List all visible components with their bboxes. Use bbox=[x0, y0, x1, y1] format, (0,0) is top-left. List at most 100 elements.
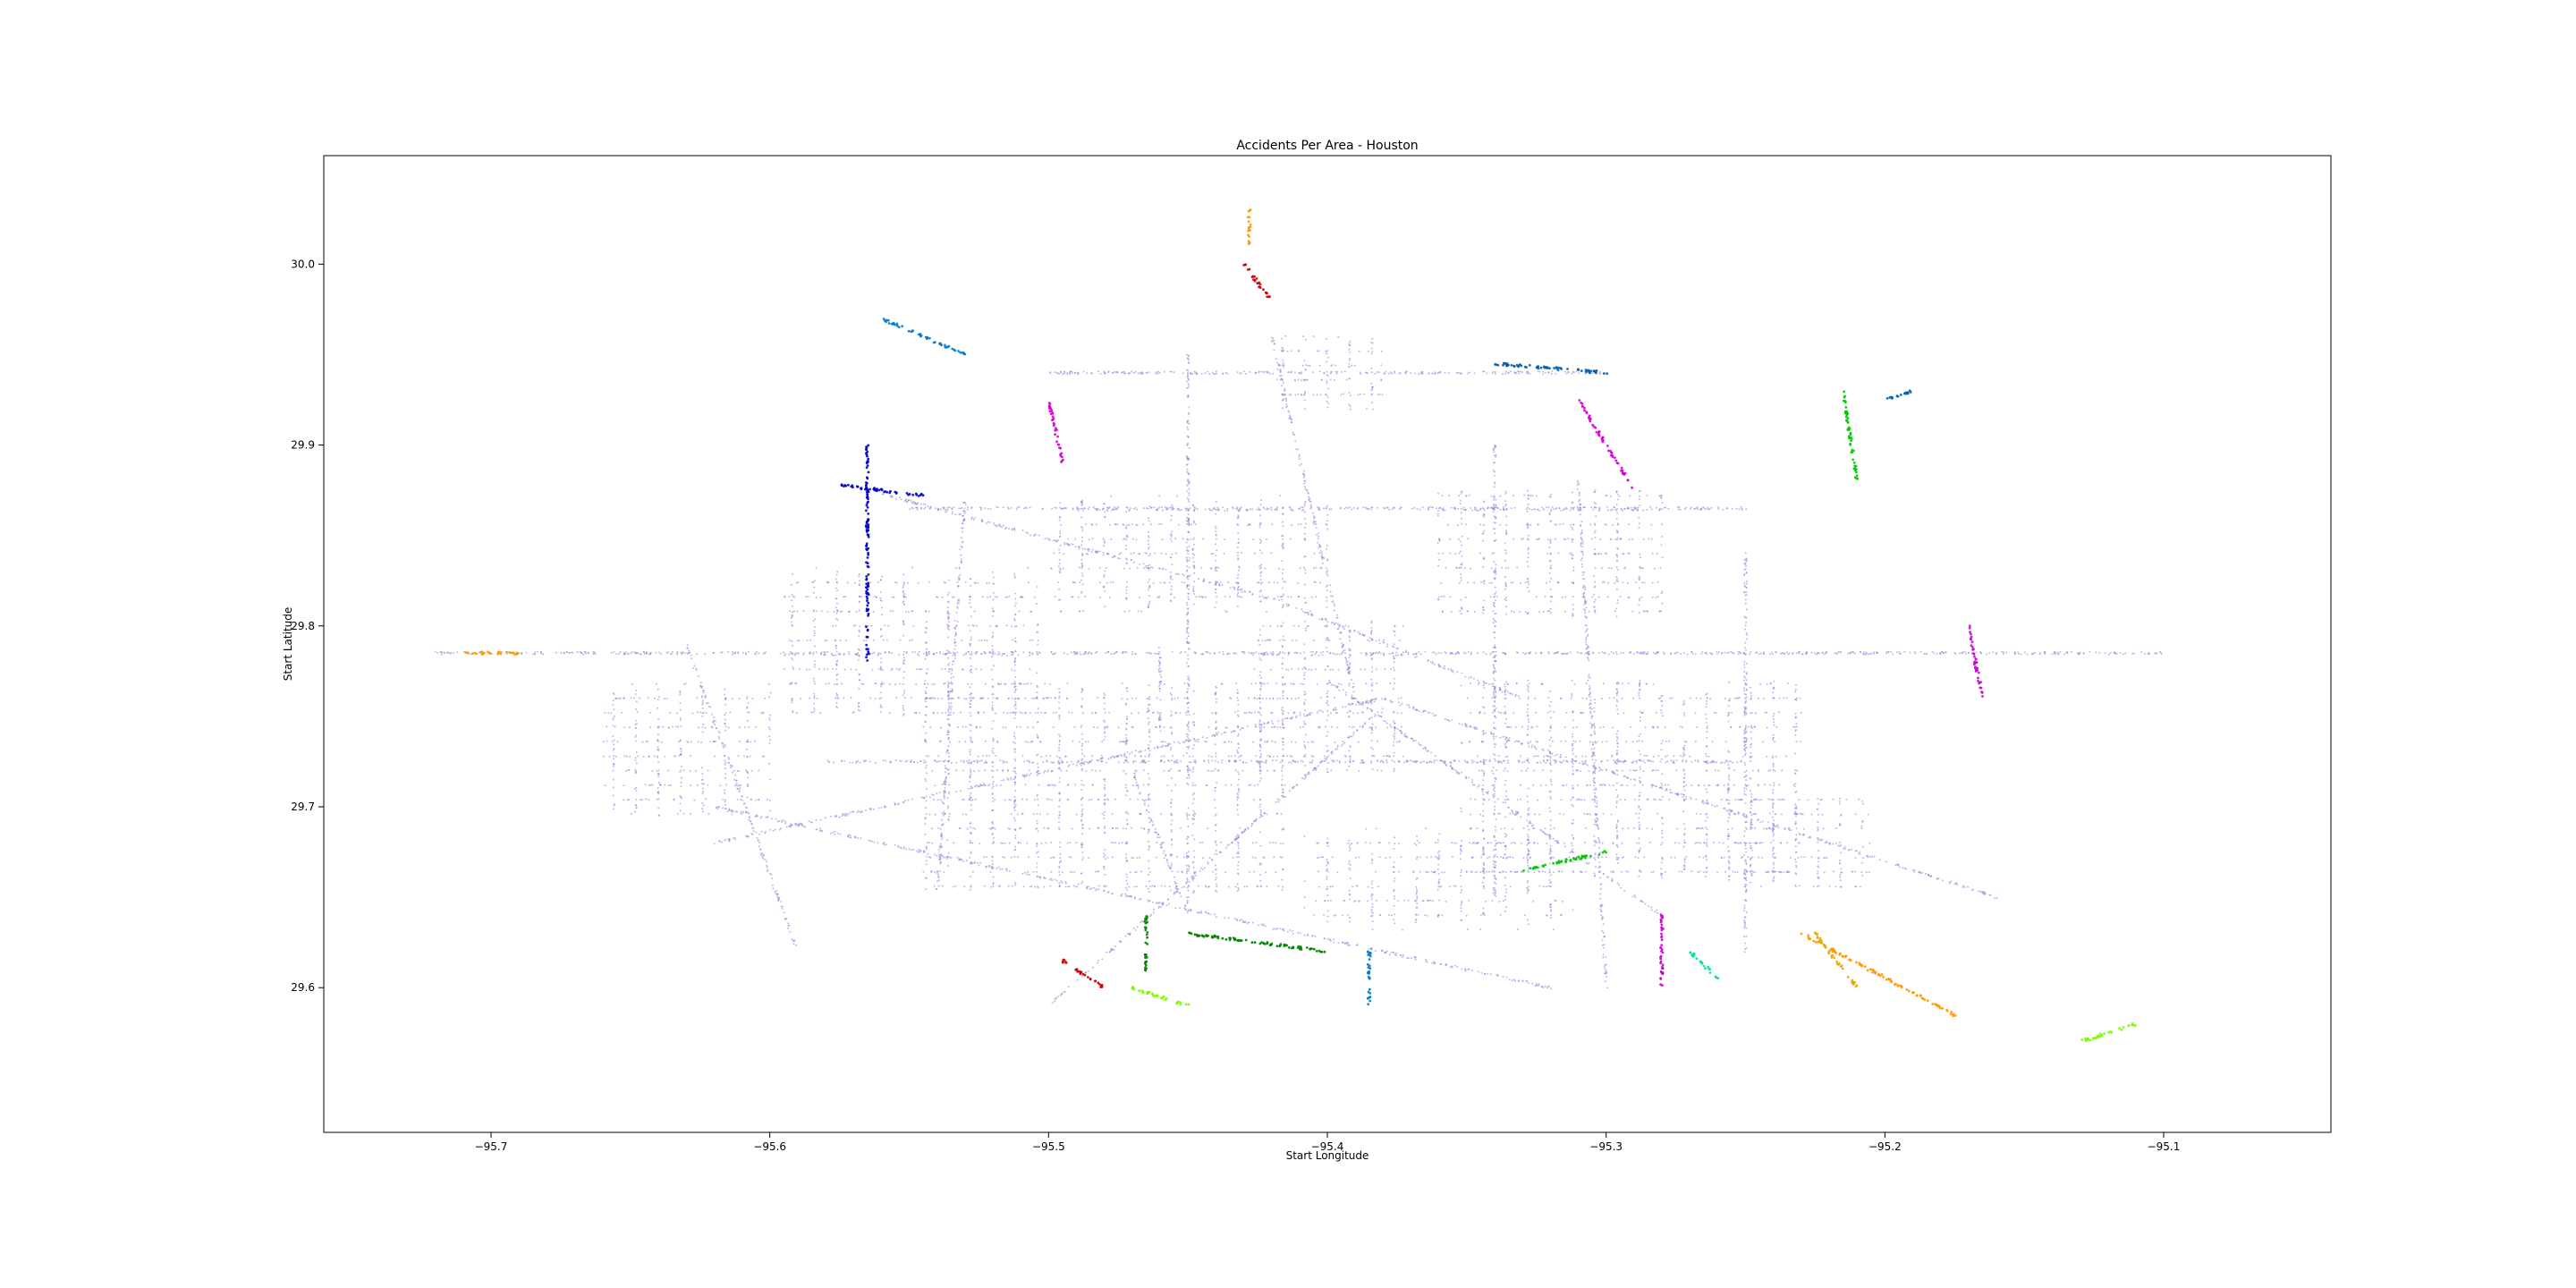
scatter-point bbox=[1703, 760, 1705, 763]
scatter-point bbox=[1362, 724, 1365, 726]
scatter-point bbox=[1165, 745, 1167, 748]
scatter-point bbox=[1370, 759, 1373, 762]
scatter-point bbox=[453, 652, 455, 654]
scatter-point bbox=[1187, 733, 1190, 736]
scatter-point bbox=[1317, 538, 1319, 540]
scatter-point bbox=[1159, 730, 1162, 733]
scatter-point bbox=[1602, 956, 1605, 959]
scatter-point bbox=[1298, 455, 1301, 458]
scatter-point bbox=[1364, 506, 1367, 509]
scatter-point bbox=[1690, 650, 1693, 653]
scatter-point bbox=[1360, 761, 1362, 764]
scatter-point bbox=[1256, 508, 1258, 511]
scatter-point bbox=[1176, 572, 1179, 575]
scatter-point bbox=[1743, 714, 1746, 716]
scatter-point bbox=[1186, 496, 1189, 499]
scatter-point bbox=[1402, 953, 1404, 956]
scatter-point bbox=[1381, 708, 1384, 710]
scatter-point bbox=[959, 548, 962, 551]
scatter-point bbox=[1494, 667, 1496, 670]
scatter-point bbox=[2089, 650, 2091, 653]
scatter-point bbox=[1743, 680, 1746, 682]
scatter-point bbox=[1188, 481, 1191, 484]
scatter-point bbox=[1179, 892, 1182, 894]
scatter-point bbox=[1486, 372, 1488, 375]
scatter-point bbox=[899, 496, 901, 499]
scatter-point bbox=[1330, 508, 1333, 511]
scatter-point bbox=[1495, 599, 1496, 602]
scatter-point bbox=[1352, 506, 1355, 509]
scatter-point bbox=[1215, 370, 1217, 373]
scatter-point bbox=[1356, 944, 1359, 946]
scatter-point bbox=[1188, 500, 1191, 503]
scatter-point bbox=[1648, 905, 1650, 907]
scatter-point bbox=[1596, 802, 1598, 805]
scatter-point bbox=[1497, 759, 1500, 762]
scatter-point bbox=[1432, 372, 1435, 375]
scatter-point bbox=[1585, 763, 1588, 765]
scatter-point bbox=[1494, 790, 1496, 792]
scatter-point bbox=[1031, 761, 1034, 764]
scatter-point bbox=[1581, 565, 1584, 568]
scatter-point bbox=[1359, 371, 1361, 374]
scatter-point bbox=[1495, 691, 1497, 693]
scatter-point bbox=[905, 650, 908, 653]
scatter-point bbox=[1495, 839, 1496, 842]
scatter-point bbox=[1589, 699, 1592, 701]
scatter-point bbox=[1096, 551, 1098, 554]
scatter-point bbox=[1597, 824, 1599, 826]
scatter-point bbox=[829, 832, 832, 835]
scatter-point bbox=[911, 507, 914, 510]
scatter-point bbox=[1593, 784, 1595, 787]
scatter-point bbox=[1469, 725, 1470, 728]
scatter-point bbox=[1673, 761, 1675, 764]
scatter-point bbox=[1143, 801, 1146, 804]
scatter-point bbox=[1482, 788, 1485, 791]
scatter-point bbox=[534, 651, 537, 654]
scatter-point bbox=[1588, 694, 1590, 697]
scatter-point bbox=[1094, 507, 1096, 510]
scatter-point bbox=[1162, 902, 1165, 904]
scatter-point bbox=[1290, 682, 1292, 685]
scatter-point bbox=[1262, 698, 1265, 700]
scatter-point bbox=[950, 673, 953, 675]
scatter-point bbox=[1264, 723, 1267, 725]
scatter-point bbox=[1638, 779, 1640, 782]
scatter-point bbox=[1286, 930, 1289, 933]
scatter-point bbox=[1477, 679, 1479, 682]
scatter-point bbox=[815, 828, 818, 831]
scatter-point bbox=[1158, 690, 1161, 692]
scatter-point bbox=[958, 599, 961, 602]
scatter-point bbox=[1021, 872, 1024, 875]
scatter-point bbox=[1251, 823, 1254, 826]
scatter-point bbox=[1851, 848, 1853, 851]
scatter-point bbox=[1077, 507, 1080, 510]
scatter-point bbox=[1823, 653, 1826, 656]
scatter-point bbox=[1281, 385, 1284, 387]
scatter-point bbox=[1262, 371, 1265, 373]
scatter-point bbox=[1328, 679, 1331, 682]
scatter-point bbox=[1193, 506, 1196, 509]
scatter-point bbox=[1010, 778, 1013, 781]
scatter-point bbox=[877, 807, 880, 809]
scatter-point bbox=[1083, 507, 1086, 510]
scatter-point bbox=[940, 832, 943, 835]
scatter-point bbox=[1187, 369, 1190, 372]
scatter-point bbox=[1744, 594, 1747, 597]
scatter-point bbox=[1023, 760, 1026, 763]
scatter-point bbox=[1044, 538, 1046, 540]
scatter-point bbox=[1743, 690, 1746, 692]
scatter-point bbox=[1373, 700, 1376, 703]
scatter-point bbox=[849, 811, 852, 814]
scatter-point bbox=[1412, 740, 1414, 742]
scatter-point bbox=[1837, 650, 1840, 653]
scatter-point bbox=[1163, 761, 1165, 764]
scatter-point bbox=[1547, 371, 1550, 374]
scatter-point bbox=[1174, 572, 1177, 575]
scatter-point bbox=[956, 620, 959, 623]
scatter-point bbox=[1493, 462, 1496, 464]
scatter-point bbox=[1744, 747, 1747, 750]
scatter-point bbox=[1743, 904, 1746, 907]
scatter-point bbox=[1399, 508, 1401, 510]
scatter-point bbox=[913, 760, 916, 763]
